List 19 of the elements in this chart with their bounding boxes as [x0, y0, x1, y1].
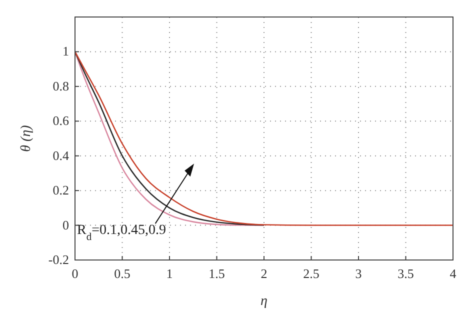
- y-tick-label: -0.2: [48, 252, 69, 267]
- x-tick-label: 3: [355, 266, 362, 281]
- x-tick-label: 1: [166, 266, 173, 281]
- y-tick-label: 0.6: [52, 113, 70, 128]
- y-axis-title: θ (η): [19, 124, 34, 152]
- x-tick-label: 4: [450, 266, 457, 281]
- y-tick-label: 0: [62, 217, 69, 232]
- line-series: [74, 51, 454, 226]
- x-tick-label: 3.5: [398, 266, 414, 281]
- y-tick-label: 0.2: [52, 182, 69, 198]
- annotation: R$_{d}$=0.1,0.45,0.9: [77, 222, 166, 242]
- y-tick-label: 0.4: [52, 148, 70, 163]
- x-tick-label: 2.5: [303, 266, 320, 281]
- x-tick-label: 2: [260, 266, 268, 281]
- y-tick-label: 0.8: [52, 78, 69, 94]
- x-axis-title: η: [260, 294, 268, 309]
- x-tick-label: 1.5: [208, 266, 225, 281]
- y-tick-label: 1: [62, 44, 69, 59]
- x-tick-label: 0.5: [114, 266, 130, 281]
